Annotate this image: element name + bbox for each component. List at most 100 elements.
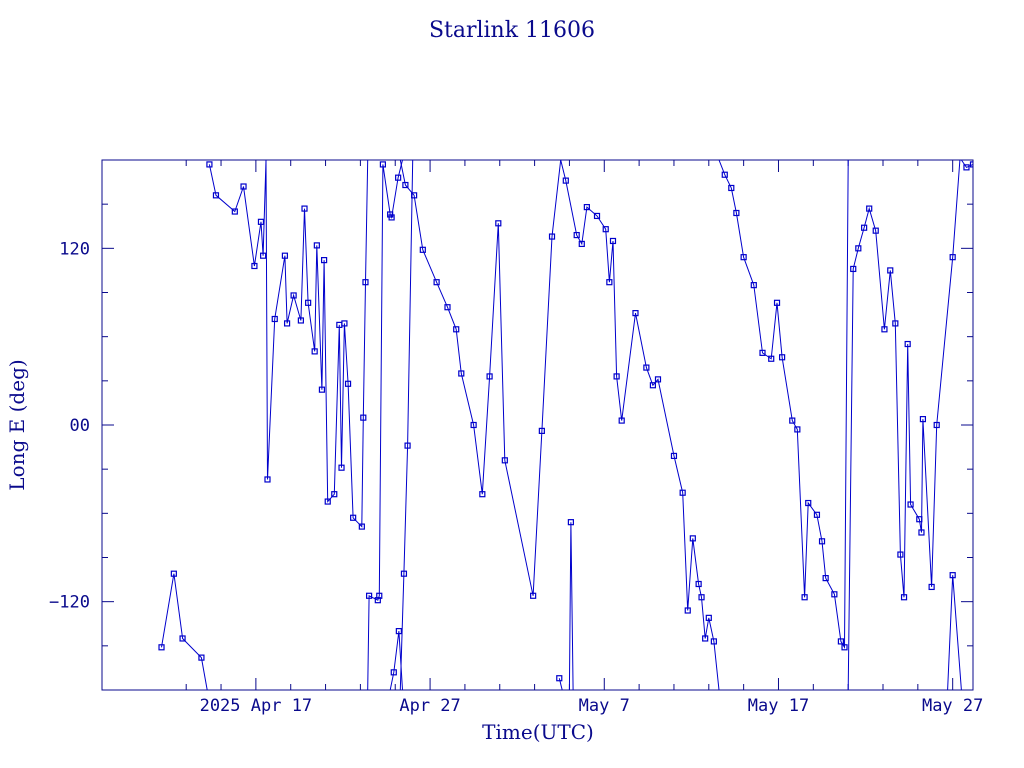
series-line — [560, 160, 720, 690]
data-point — [904, 340, 911, 348]
data-point — [789, 417, 796, 424]
data-point — [251, 262, 258, 270]
chart-title: Starlink 11606 — [429, 18, 595, 43]
data-point — [606, 279, 613, 286]
y-tick-label: −120 — [49, 593, 90, 613]
data-point — [301, 205, 308, 212]
data-point — [907, 501, 914, 508]
data-point — [841, 644, 848, 651]
data-point — [260, 252, 267, 259]
data-point — [338, 464, 345, 471]
data-point — [593, 212, 601, 220]
data-point — [728, 184, 735, 192]
data-point — [794, 426, 801, 433]
data-point — [305, 299, 312, 306]
data-point — [698, 594, 705, 601]
series-line — [960, 160, 973, 169]
data-point — [283, 320, 291, 327]
data-point — [362, 279, 369, 286]
data-point — [331, 491, 338, 498]
y-tick-label: 120 — [59, 239, 90, 259]
data-point — [264, 476, 271, 483]
plot-frame — [101, 159, 974, 691]
data-point — [444, 304, 451, 311]
data-point — [311, 348, 318, 355]
data-point — [822, 575, 829, 582]
data-point — [501, 457, 508, 464]
data-point — [613, 373, 620, 380]
data-point — [321, 257, 328, 264]
series-line — [947, 575, 962, 690]
data-point — [458, 370, 465, 377]
data-point — [933, 421, 940, 429]
data-point — [578, 240, 585, 248]
data-point — [231, 208, 238, 215]
data-point — [433, 279, 440, 286]
data-point — [257, 218, 265, 225]
data-point — [281, 252, 289, 259]
data-point — [963, 164, 970, 171]
data-point — [837, 638, 844, 645]
data-point — [632, 310, 639, 317]
x-tick-label: 2025 Apr 17 — [200, 696, 313, 716]
data-point — [855, 245, 862, 252]
data-point — [649, 382, 657, 389]
y-tick-label: 00 — [70, 416, 90, 436]
data-point — [916, 516, 923, 523]
data-point — [390, 669, 397, 676]
x-tick-label: May 17 — [748, 696, 809, 716]
series-line — [367, 160, 403, 690]
data-point — [850, 265, 857, 273]
data-point — [400, 570, 408, 577]
data-point — [573, 231, 580, 239]
data-point — [360, 414, 367, 421]
data-point — [495, 220, 502, 227]
data-point — [928, 583, 935, 591]
x-axis: 2025 Apr 17 Apr 27 May 7 May 17 May 27 — [185, 160, 983, 716]
data-point — [919, 416, 927, 423]
data-point — [198, 654, 205, 661]
data-point — [881, 326, 888, 333]
data-point — [158, 644, 165, 651]
data-point — [768, 355, 775, 362]
data-point — [179, 635, 186, 642]
data-point — [805, 499, 812, 507]
series-line — [847, 160, 961, 690]
data-point — [486, 373, 493, 380]
series-line — [568, 522, 574, 690]
data-point — [313, 242, 320, 249]
data-point — [206, 161, 213, 168]
data-point — [750, 282, 757, 289]
data-point — [710, 638, 717, 645]
series-line — [399, 160, 414, 690]
data-point — [918, 529, 925, 536]
data-point — [801, 594, 808, 601]
data-point — [872, 227, 879, 234]
series-line — [399, 160, 562, 596]
series-line — [718, 160, 849, 650]
data-point — [684, 607, 691, 614]
x-tick-label: May 27 — [922, 696, 983, 716]
data-point — [358, 523, 365, 530]
x-tick-label: May 7 — [579, 696, 630, 716]
data-point — [643, 364, 650, 371]
data-point — [379, 161, 386, 168]
data-point — [779, 354, 786, 361]
x-tick-label: Apr 27 — [399, 696, 460, 716]
data-point — [866, 205, 873, 212]
data-point — [773, 299, 781, 306]
data-point — [538, 427, 545, 434]
data-point — [341, 320, 348, 327]
data-point — [240, 183, 247, 190]
data-point — [609, 237, 617, 245]
data-point — [721, 171, 728, 178]
y-axis: 120 00 −120 — [49, 203, 973, 647]
data-point — [654, 376, 662, 383]
data-point — [376, 592, 383, 599]
series-line — [161, 573, 208, 690]
data-point — [949, 572, 956, 579]
data-point — [949, 254, 956, 261]
data-point — [670, 452, 678, 460]
data-point — [556, 675, 563, 682]
data-point — [897, 551, 904, 558]
